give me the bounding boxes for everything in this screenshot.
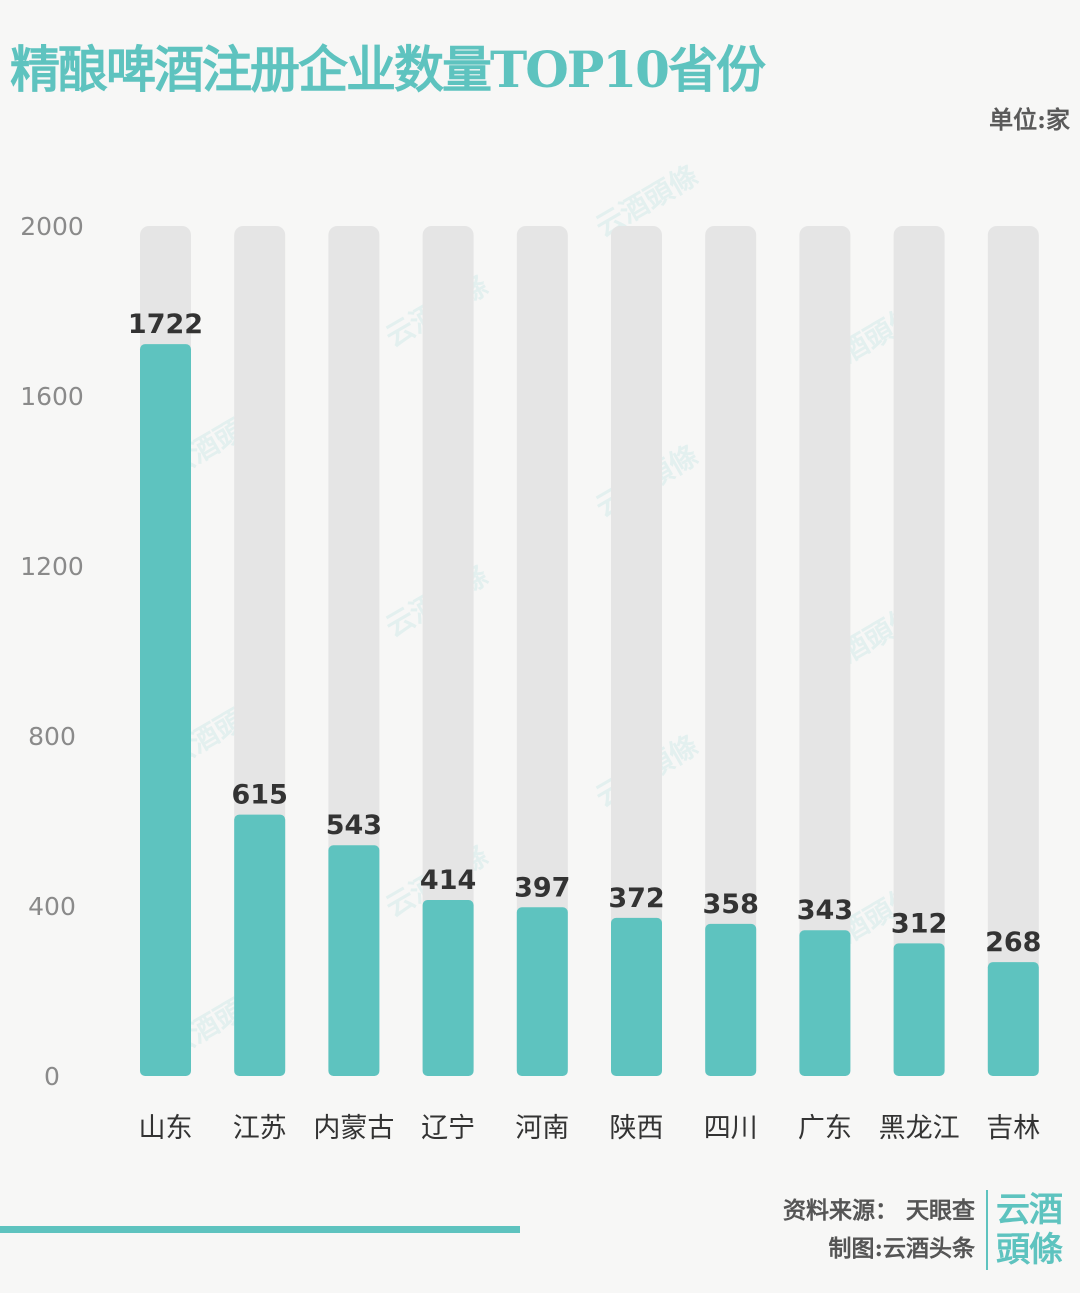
x-category-label: 河南 [515,1113,569,1144]
x-category-label: 四川 [704,1113,758,1144]
footer-accent-line [0,1226,520,1233]
bar-value-label: 543 [326,810,382,841]
bar-value-label: 397 [514,872,570,903]
chart-title: 精酿啤酒注册企业数量TOP10省份 [10,40,766,99]
x-category-label: 陕西 [610,1113,664,1144]
x-category-label: 辽宁 [421,1113,475,1144]
y-tick-label: 1200 [20,552,84,581]
bar [140,344,191,1076]
bar-track [799,226,851,1076]
bar-value-label: 615 [232,780,288,811]
bar-value-label: 372 [608,883,664,914]
bar-track [516,226,568,1076]
y-axis: 0 400 800 1200 1600 2000 [20,212,84,1091]
source-text: 资料来源： 天眼查 [782,1197,975,1224]
bar-track [611,226,662,1076]
bar-value-label: 268 [985,927,1041,958]
x-category-label: 黑龙江 [879,1113,960,1144]
y-tick-label: 400 [28,892,76,921]
x-axis: 山东 江苏 内蒙古 辽宁 河南 陕西 四川 广东 黑龙江 吉林 [139,1113,1041,1144]
bar [234,814,286,1076]
brand-logo: 云酒 頭條 [996,1190,1070,1270]
y-tick-label: 0 [44,1062,60,1091]
bar-value-label: 312 [891,908,947,939]
x-category-label: 山东 [139,1113,193,1144]
y-tick-label: 1600 [20,382,84,411]
x-category-label: 内蒙古 [313,1113,394,1144]
bars [140,344,1039,1076]
brand-line-2: 頭條 [996,1230,1063,1270]
x-category-label: 吉林 [986,1113,1040,1144]
bar-track [422,226,474,1076]
bar [611,917,662,1076]
bar-value-label: 358 [703,889,759,920]
bar [705,923,757,1076]
bar-value-label: 1722 [128,309,203,340]
y-tick-label: 2000 [20,212,84,241]
bar [516,907,568,1076]
bar-value-label: 414 [420,865,476,896]
bar-track [893,226,945,1076]
x-category-label: 广东 [798,1113,852,1144]
bar [799,930,851,1076]
bar-chart: 0 400 800 1200 1600 2000 1722 615 543 414 397 372 3… [20,212,1042,1144]
value-labels: 1722 615 543 414 397 372 358 343 312 268 [128,309,1042,958]
brand-line-1: 云酒 [996,1190,1063,1230]
unit-label: 单位:家 [989,105,1070,134]
bar-tracks [140,226,1039,1076]
maker-text: 制图:云酒头条 [828,1235,976,1262]
bar [328,845,380,1076]
brand-separator [986,1190,988,1270]
bar [987,962,1039,1076]
bar [893,943,945,1076]
y-tick-label: 800 [28,722,76,751]
bar-value-label: 343 [797,895,853,926]
bar [422,900,474,1076]
footer-source: 资料来源： 天眼查 制图:云酒头条 [783,1192,975,1268]
x-category-label: 江苏 [233,1113,287,1144]
bar-track [705,226,757,1076]
bar-track [987,226,1039,1076]
